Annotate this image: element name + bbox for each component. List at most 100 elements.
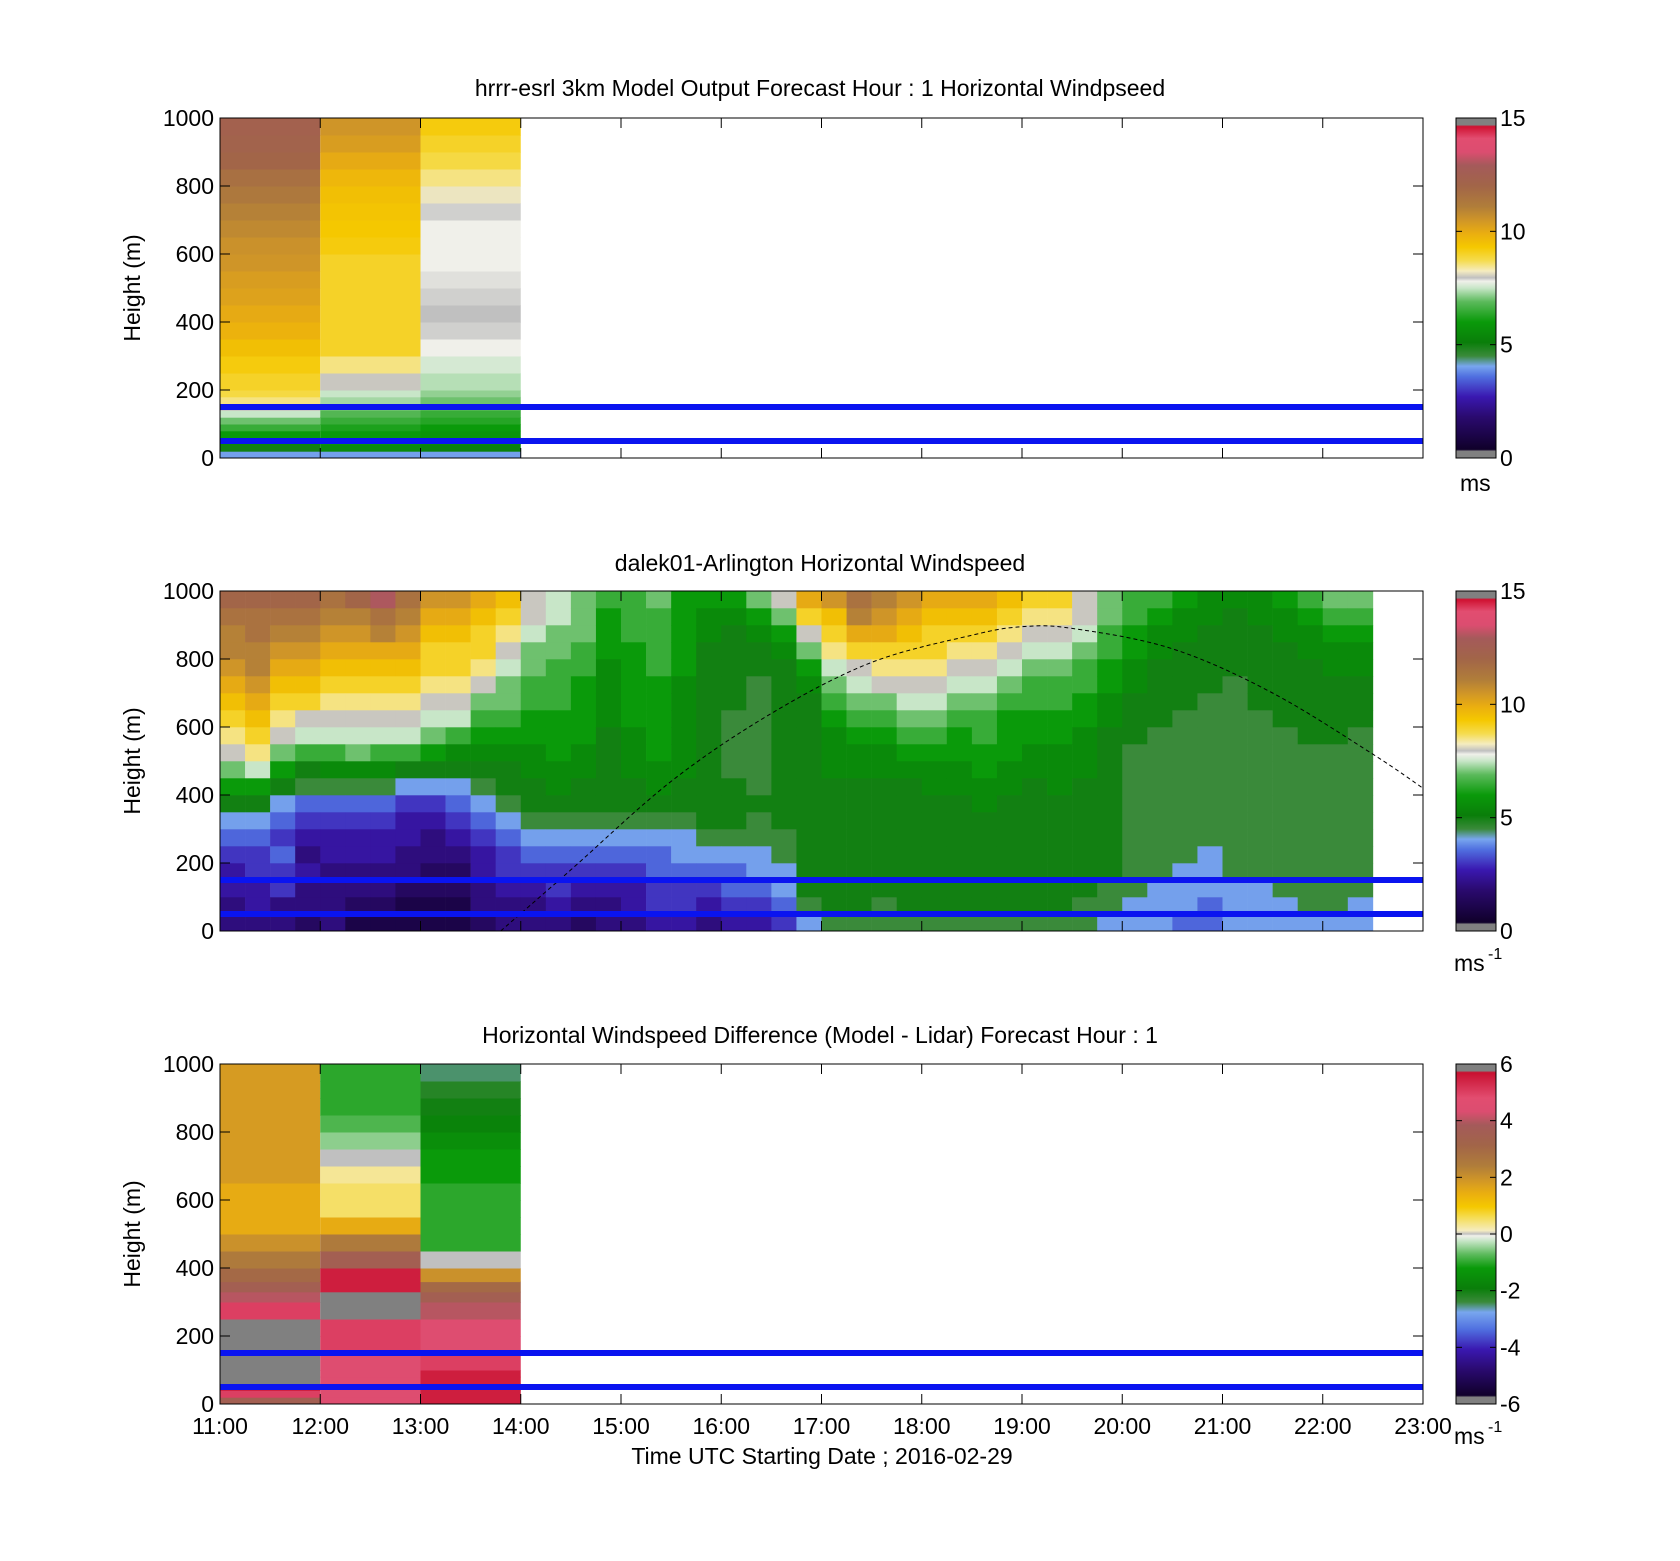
panel-lidar-ylabel: Height (m) <box>119 707 145 814</box>
panel-difference-colorbar: -6 -4 -2 0 2 4 6 ms -1 <box>1454 1051 1521 1449</box>
heatmap-cell <box>1172 642 1198 660</box>
heatmap-cell <box>320 305 421 323</box>
heatmap-cell <box>420 710 446 728</box>
heatmap-cell <box>1247 608 1273 626</box>
heatmap-cell <box>996 659 1023 677</box>
heatmap-cell <box>570 846 597 864</box>
heatmap-cell <box>1022 761 1048 779</box>
heatmap-cell <box>220 356 321 374</box>
heatmap-cell <box>470 727 496 745</box>
heatmap-cell <box>1022 829 1048 847</box>
y-tick-label: 0 <box>201 445 214 471</box>
heatmap-cell <box>746 914 772 931</box>
heatmap-cell <box>696 863 722 881</box>
heatmap-cell <box>971 778 998 796</box>
heatmap-cell <box>570 778 597 796</box>
panel-difference-plot-area: 0 200 400 600 800 1000 <box>163 1051 1424 1417</box>
heatmap-cell <box>1347 914 1374 931</box>
heatmap-cell <box>495 659 522 677</box>
heatmap-cell <box>570 829 597 847</box>
panel-lidar: dalek01-Arlington Horizontal Windspeed 0… <box>119 550 1526 976</box>
heatmap-cell <box>320 863 346 881</box>
heatmap-cell <box>1297 761 1324 779</box>
heatmap-cell <box>1172 761 1198 779</box>
heatmap-cell <box>871 778 897 796</box>
heatmap-cell <box>821 846 847 864</box>
x-tick-label: 11:00 <box>192 1413 248 1439</box>
heatmap-cell <box>570 608 597 626</box>
heatmap-cell <box>595 693 622 711</box>
heatmap-cell <box>570 676 597 694</box>
heatmap-cell <box>646 863 672 881</box>
heatmap-cell <box>746 676 772 694</box>
heatmap-cell <box>320 237 421 255</box>
heatmap-cell <box>621 591 647 609</box>
heatmap-cell <box>1022 914 1048 931</box>
heatmap-cell <box>846 914 872 931</box>
heatmap-cell <box>1322 812 1349 830</box>
heatmap-cell <box>971 744 998 762</box>
heatmap-cell <box>871 863 897 881</box>
heatmap-cell <box>1322 727 1349 745</box>
heatmap-cell <box>320 1166 421 1184</box>
heatmap-cell <box>896 710 923 728</box>
heatmap-cell <box>971 761 998 779</box>
heatmap-cell <box>646 846 672 864</box>
heatmap-cell <box>671 880 697 898</box>
x-tick-label: 20:00 <box>1093 1413 1151 1439</box>
heatmap-cell <box>696 897 722 915</box>
heatmap-cell <box>696 676 722 694</box>
heatmap-cell <box>420 608 446 626</box>
heatmap-cell <box>971 727 998 745</box>
heatmap-cell <box>1272 676 1298 694</box>
heatmap-cell <box>445 676 471 694</box>
heatmap-cell <box>1022 795 1048 813</box>
heatmap-cell <box>846 727 872 745</box>
heatmap-cell <box>295 727 321 745</box>
heatmap-cell <box>846 897 872 915</box>
heatmap-cell <box>646 880 672 898</box>
heatmap-cell <box>245 591 271 609</box>
heatmap-cell <box>270 676 296 694</box>
heatmap-cell <box>996 591 1023 609</box>
heatmap-cell <box>270 591 296 609</box>
heatmap-cell <box>896 659 923 677</box>
heatmap-cell <box>295 795 321 813</box>
heatmap-cell <box>921 642 948 660</box>
heatmap-cell <box>320 1397 421 1404</box>
heatmap-cell <box>420 1291 521 1303</box>
x-tick-label: 22:00 <box>1294 1413 1352 1439</box>
heatmap-cell <box>1347 897 1374 915</box>
heatmap-cell <box>1297 863 1324 881</box>
heatmap-cell <box>445 880 471 898</box>
heatmap-cell <box>721 880 747 898</box>
heatmap-cell <box>220 390 321 398</box>
heatmap-cell <box>1072 778 1098 796</box>
heatmap-cell <box>520 744 547 762</box>
heatmap-cell <box>1322 897 1349 915</box>
heatmap-cell <box>921 608 948 626</box>
heatmap-cell <box>220 1291 321 1303</box>
heatmap-cell <box>1197 693 1223 711</box>
heatmap-cell <box>545 710 572 728</box>
heatmap-cell <box>1297 710 1324 728</box>
heatmap-cell <box>1297 846 1324 864</box>
heatmap-cell <box>1172 659 1198 677</box>
heatmap-cell <box>1122 812 1148 830</box>
heatmap-cell <box>671 727 697 745</box>
heatmap-cell <box>896 608 923 626</box>
heatmap-cell <box>420 424 521 432</box>
heatmap-cell <box>721 727 747 745</box>
heatmap-cell <box>971 880 998 898</box>
heatmap-cell <box>520 693 547 711</box>
heatmap-cell <box>796 795 822 813</box>
heatmap-cell <box>320 608 346 626</box>
heatmap-cell <box>470 608 496 626</box>
colorbar-tick-label: 10 <box>1500 691 1526 717</box>
heatmap-cell <box>220 451 321 458</box>
heatmap-cell <box>771 676 797 694</box>
heatmap-cell <box>595 897 622 915</box>
heatmap-cell <box>1047 812 1073 830</box>
heatmap-cell <box>1172 880 1198 898</box>
heatmap-cell <box>470 625 496 643</box>
